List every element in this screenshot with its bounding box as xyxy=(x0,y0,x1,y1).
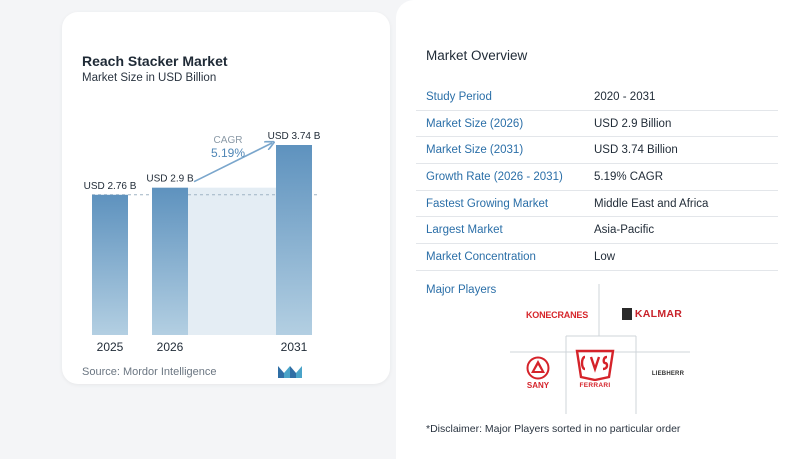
ferrari-logo: FERRARI xyxy=(567,340,623,396)
overview-value: USD 2.9 Billion xyxy=(594,117,672,130)
overview-row: Growth Rate (2026 - 2031) 5.19% CAGR xyxy=(416,164,778,191)
chart-card: Reach Stacker Market Market Size in USD … xyxy=(62,12,390,384)
cagr-value: 5.19% xyxy=(211,146,245,160)
overview-value: Middle East and Africa xyxy=(594,197,709,210)
konecranes-logo-text: KONECRANES xyxy=(525,310,588,320)
overview-key: Market Concentration xyxy=(426,250,536,263)
ferrari-logo-text: FERRARI xyxy=(579,382,611,389)
growth-band xyxy=(188,187,276,335)
x-tick-label: 2025 xyxy=(97,340,124,354)
liebherr-logo-text: LIEBHERR xyxy=(651,371,685,377)
overview-key: Fastest Growing Market xyxy=(426,197,549,210)
bar-chart: USD 2.76 B 2025 USD 2.9 B 2026 USD 3.74 B 203… xyxy=(84,131,321,354)
liebherr-logo: LIEBHERR xyxy=(636,366,700,382)
kalmar-logo-text: KALMAR xyxy=(634,308,683,320)
chart-title: Reach Stacker Market xyxy=(82,53,228,69)
kalmar-logo: KALMAR xyxy=(620,304,684,324)
overview-key: Market Size (2026) xyxy=(426,117,524,130)
bar-2031 xyxy=(276,145,312,335)
overview-row: Market Size (2026) USD 2.9 Billion xyxy=(416,111,778,138)
overview-key: Market Size (2031) xyxy=(426,144,524,157)
overview-value: USD 3.74 Billion xyxy=(594,144,678,157)
x-tick-label: 2031 xyxy=(281,340,308,354)
overview-row: Market Size (2031) USD 3.74 Billion xyxy=(416,137,778,165)
overview-row: Study Period 2020 - 2031 xyxy=(416,84,778,111)
sany-emblem-icon xyxy=(526,356,550,380)
chart-subtitle: Market Size in USD Billion xyxy=(82,72,217,84)
bar-2025 xyxy=(92,194,128,335)
disclaimer-text: *Disclaimer: Major Players sorted in no … xyxy=(426,423,681,435)
overview-value: 2020 - 2031 xyxy=(594,90,656,103)
bar-value-label: USD 3.74 B xyxy=(268,131,321,142)
sany-logo: SANY xyxy=(516,352,560,394)
x-tick-label: 2026 xyxy=(157,340,184,354)
source-text: Source: Mordor Intelligence xyxy=(82,366,217,378)
overview-panel: Market Overview Study Period 2020 - 2031 … xyxy=(396,0,800,459)
overview-row: Largest Market Asia-Pacific xyxy=(416,217,778,245)
mordor-logo-icon xyxy=(278,366,302,378)
cagr-label: CAGR xyxy=(214,135,243,146)
overview-title: Market Overview xyxy=(426,48,528,63)
overview-key: Study Period xyxy=(426,90,492,103)
major-players-label: Major Players xyxy=(426,284,497,296)
bar-value-label: USD 2.9 B xyxy=(146,174,194,185)
overview-row: Market Concentration Low xyxy=(416,244,778,271)
overview-row: Fastest Growing Market Middle East and Af… xyxy=(416,191,778,218)
overview-value: Asia-Pacific xyxy=(594,224,655,237)
bar-value-label: USD 2.76 B xyxy=(84,181,137,192)
konecranes-logo: KONECRANES xyxy=(518,305,596,325)
overview-value: Low xyxy=(594,250,616,263)
bar-2026 xyxy=(152,187,188,335)
sany-logo-text: SANY xyxy=(526,381,550,390)
overview-table: Study Period 2020 - 2031 Market Size (202… xyxy=(416,84,778,271)
overview-value: 5.19% CAGR xyxy=(594,170,664,183)
overview-key: Largest Market xyxy=(426,224,503,237)
cagr-arrow xyxy=(193,143,272,183)
overview-key: Growth Rate (2026 - 2031) xyxy=(426,170,563,183)
cvs-ferrari-emblem-icon xyxy=(575,349,615,381)
kalmar-k-icon xyxy=(621,308,632,320)
